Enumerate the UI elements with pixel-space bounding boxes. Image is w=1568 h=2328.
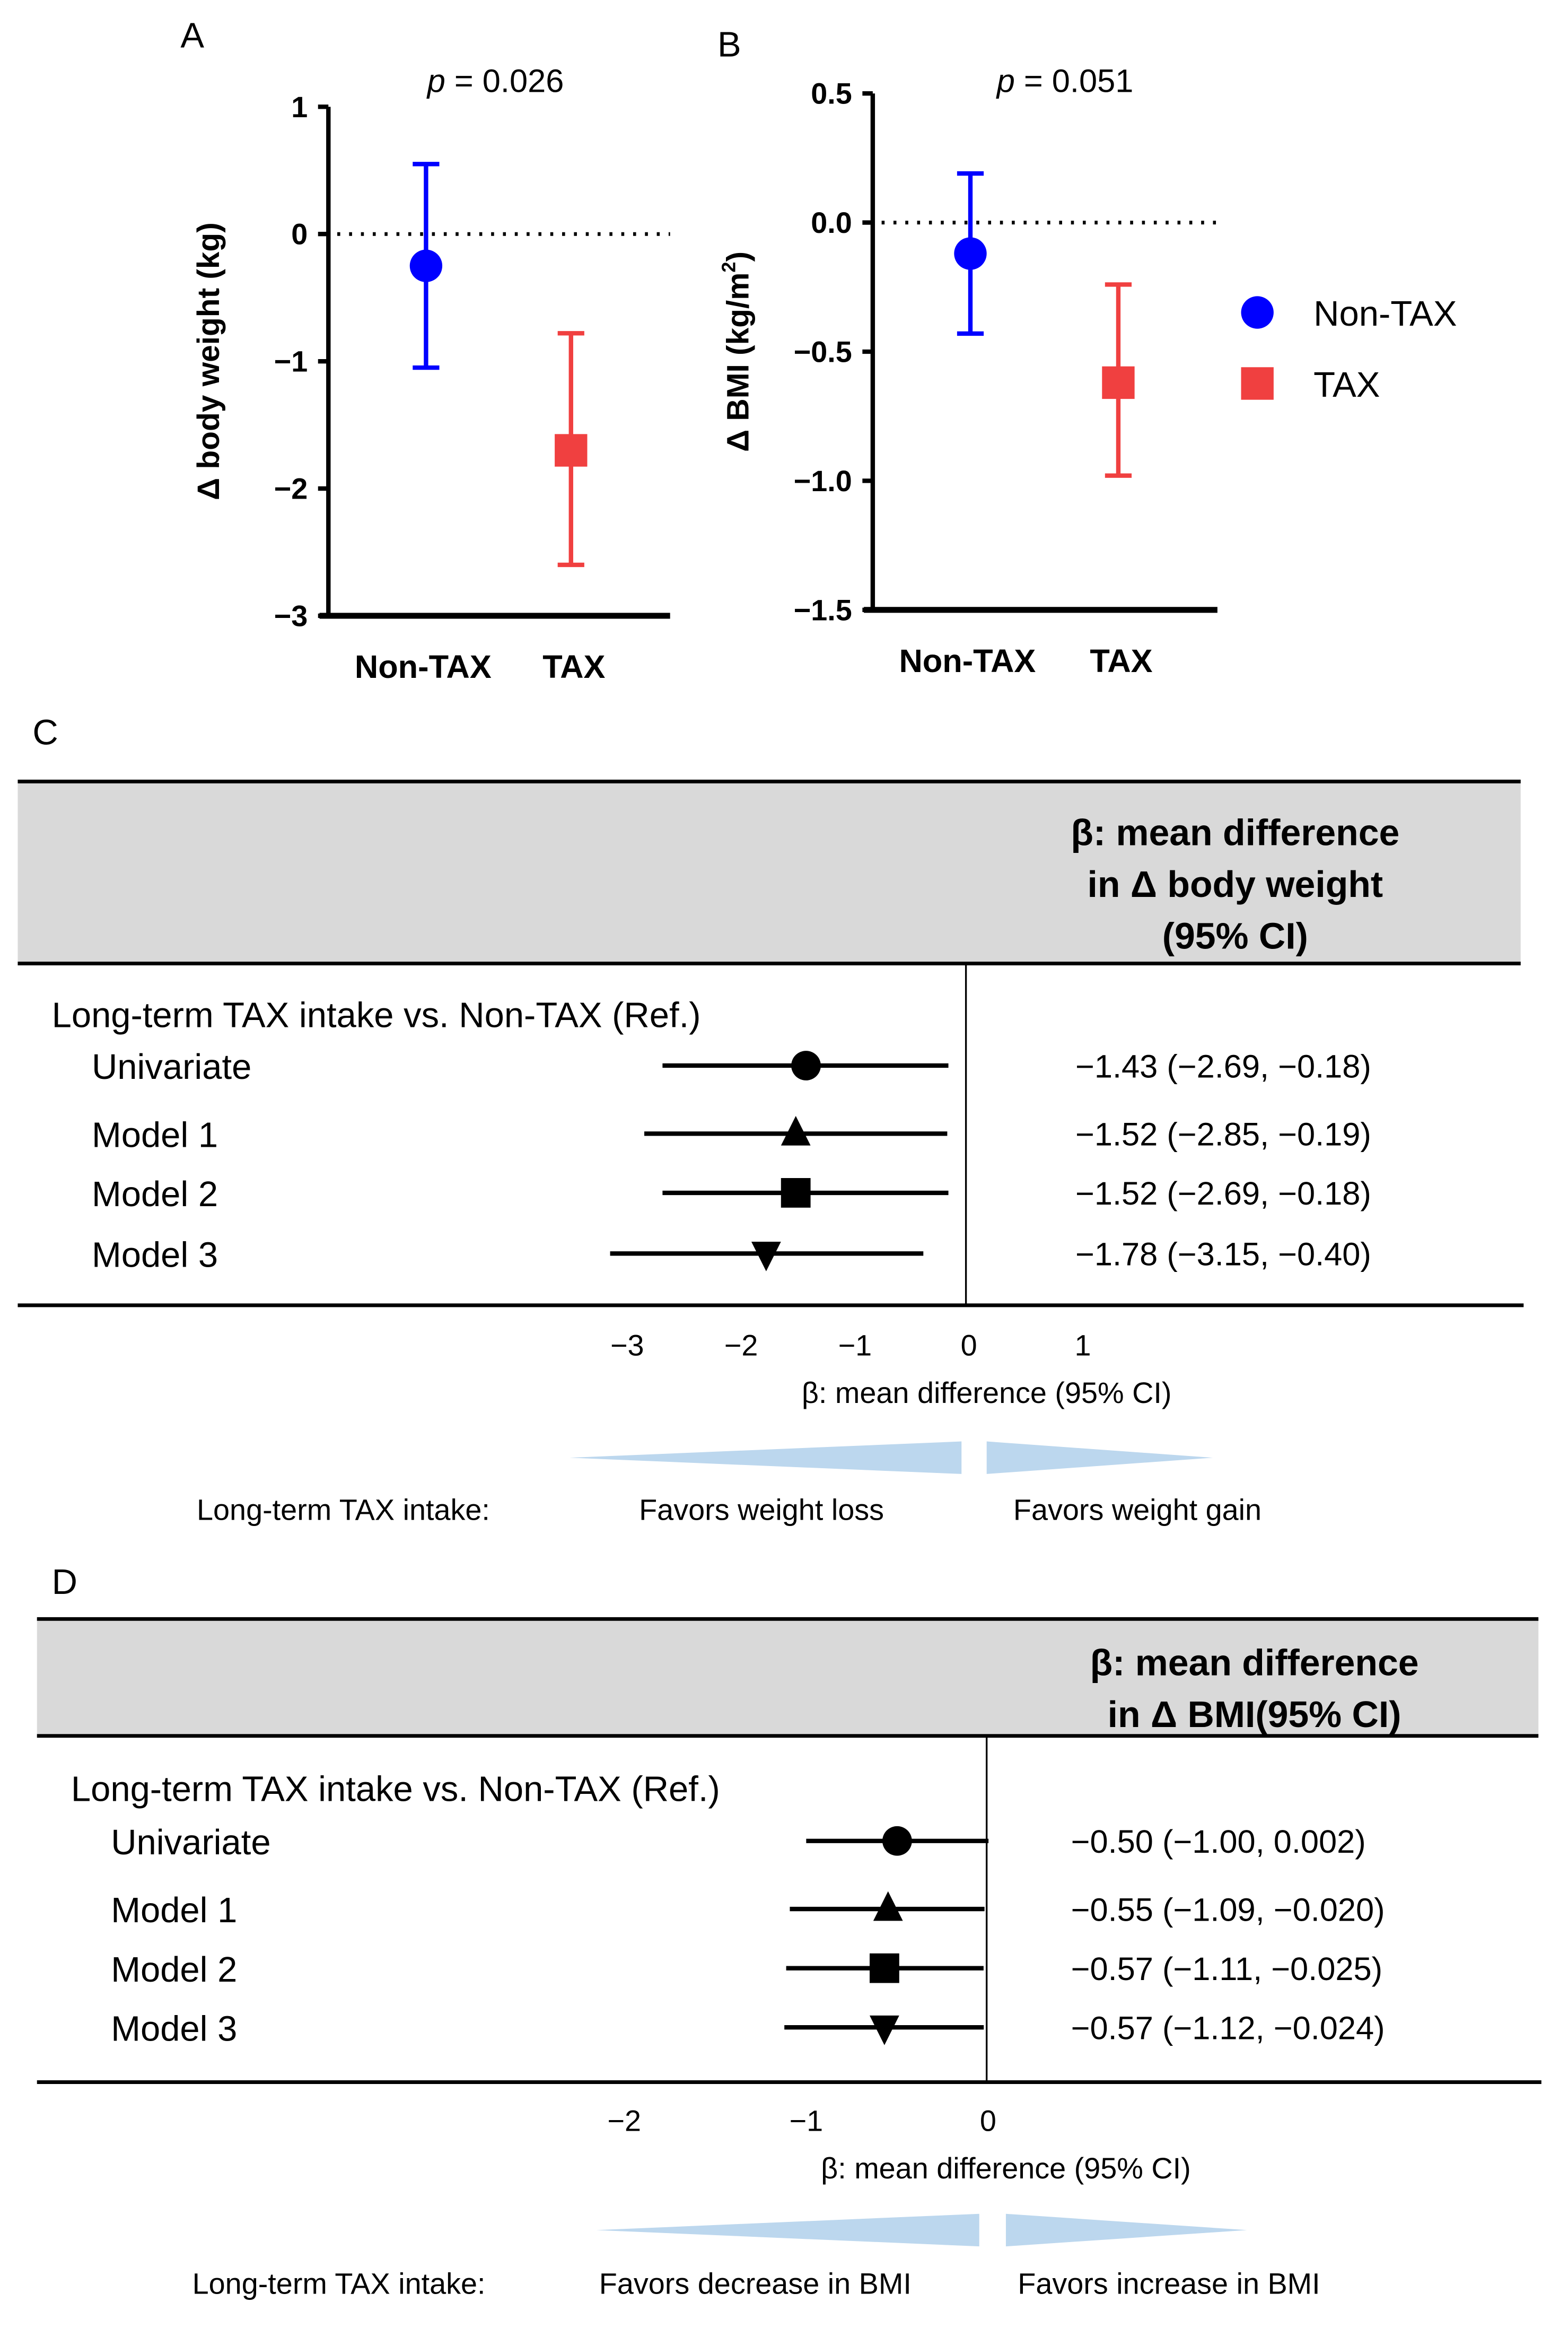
header-text: β: mean difference xyxy=(1090,1642,1419,1683)
y-axis-label-sup: 2 xyxy=(717,262,739,273)
favor-left-label: Favors weight loss xyxy=(639,1493,884,1526)
estimate-text: −1.52 (−2.69, −0.18) xyxy=(1075,1175,1371,1212)
point-estimate-square xyxy=(869,1953,899,1983)
y-tick-label: 0.5 xyxy=(811,77,852,110)
p-value: p = 0.026 xyxy=(426,63,564,99)
data-point-non-tax xyxy=(954,237,987,270)
header-text: in Δ BMI(95% CI) xyxy=(1108,1694,1401,1735)
panel-label-c: C xyxy=(32,713,58,753)
row-label: Model 3 xyxy=(111,2009,237,2048)
favor-right-label: Favors weight gain xyxy=(1013,1493,1262,1526)
point-estimate-triangle-up xyxy=(873,1891,903,1921)
estimate-text: −0.57 (−1.11, −0.025) xyxy=(1071,1951,1382,1987)
x-tick-label: 0 xyxy=(980,2104,996,2138)
panel-label-a: A xyxy=(180,16,204,56)
x-tick-label: −2 xyxy=(724,1329,758,1362)
estimate-text: −1.78 (−3.15, −0.40) xyxy=(1075,1236,1371,1273)
data-point-tax xyxy=(555,434,588,467)
favor-right-label: Favors increase in BMI xyxy=(1018,2266,1320,2300)
favor-prefix: Long-term TAX intake: xyxy=(192,2266,486,2300)
p-value-text: = 0.051 xyxy=(1015,63,1133,99)
y-tick-label: −1.0 xyxy=(794,464,852,498)
y-tick-label: −1 xyxy=(274,345,308,378)
row-label: Model 1 xyxy=(92,1115,218,1155)
x-axis-label: β: mean difference (95% CI) xyxy=(821,2151,1191,2185)
legend-label: Non-TAX xyxy=(1313,294,1457,334)
p-value-text: = 0.026 xyxy=(445,63,564,99)
x-tick-label: 0 xyxy=(961,1329,977,1362)
favor-right-arrow xyxy=(986,1441,1213,1474)
header-text: β: mean difference xyxy=(1071,812,1399,853)
y-axis-label-text: Δ body weight (kg) xyxy=(191,222,226,500)
x-tick-label: −1 xyxy=(790,2104,824,2138)
header-text: (95% CI) xyxy=(1162,915,1308,957)
header-text: in Δ body weight xyxy=(1088,864,1383,905)
data-point-non-tax xyxy=(409,249,443,282)
y-tick-label: −3 xyxy=(274,599,308,632)
x-tick-label: Non-TAX xyxy=(355,649,492,685)
legend-marker-non-tax xyxy=(1241,296,1274,329)
estimate-text: −0.57 (−1.12, −0.024) xyxy=(1071,2010,1385,2047)
favor-left-arrow xyxy=(570,1441,962,1474)
point-estimate-triangle-down xyxy=(751,1241,781,1271)
x-tick-label: −1 xyxy=(838,1329,872,1362)
row-label: Model 2 xyxy=(111,1950,237,1990)
y-tick-label: 1 xyxy=(291,90,308,124)
p-symbol: p xyxy=(426,63,445,99)
p-symbol: p xyxy=(996,63,1015,99)
y-tick-label: −2 xyxy=(274,472,308,505)
estimate-text: −0.55 (−1.09, −0.020) xyxy=(1071,1891,1385,1928)
point-estimate-triangle-down xyxy=(869,2015,899,2045)
row-label: Model 1 xyxy=(111,1890,237,1930)
legend-label: TAX xyxy=(1313,365,1380,405)
group-label: Long-term TAX intake vs. Non-TAX (Ref.) xyxy=(71,1769,720,1809)
x-tick-label: 1 xyxy=(1074,1329,1091,1362)
favor-left-label: Favors decrease in BMI xyxy=(599,2266,912,2300)
panel-label-b: B xyxy=(717,24,741,64)
estimate-text: −0.50 (−1.00, 0.002) xyxy=(1071,1824,1366,1860)
point-estimate-triangle-up xyxy=(781,1115,811,1146)
table-header xyxy=(37,1619,1539,1736)
row-label: Univariate xyxy=(92,1047,251,1087)
favor-right-arrow xyxy=(1005,2213,1247,2247)
point-estimate-square xyxy=(781,1178,811,1208)
row-label: Model 3 xyxy=(92,1235,218,1275)
y-tick-label: −0.5 xyxy=(794,335,852,369)
data-point-tax xyxy=(1102,366,1135,399)
favor-left-arrow xyxy=(596,2213,979,2247)
x-tick-label: TAX xyxy=(542,649,605,685)
favor-prefix: Long-term TAX intake: xyxy=(197,1493,490,1526)
p-value: p = 0.051 xyxy=(996,63,1134,99)
table-header xyxy=(17,781,1521,964)
x-tick-label: Non-TAX xyxy=(899,643,1036,679)
x-tick-label: −2 xyxy=(607,2104,641,2138)
x-axis-label: β: mean difference (95% CI) xyxy=(802,1376,1172,1409)
y-tick-label: 0 xyxy=(291,217,308,251)
y-tick-label: 0.0 xyxy=(811,206,852,239)
y-axis-label-end: ) xyxy=(721,251,756,262)
x-tick-label: TAX xyxy=(1090,643,1152,679)
point-estimate-circle xyxy=(882,1826,912,1856)
legend-marker-tax xyxy=(1241,367,1274,400)
panel-label-d: D xyxy=(52,1562,77,1602)
group-label: Long-term TAX intake vs. Non-TAX (Ref.) xyxy=(52,995,701,1035)
y-axis-label: Δ BMI (kg/m2) xyxy=(717,251,755,452)
y-tick-label: −1.5 xyxy=(794,593,852,626)
estimate-text: −1.52 (−2.85, −0.19) xyxy=(1075,1117,1371,1153)
y-axis-label-text: Δ BMI (kg/m xyxy=(721,273,756,452)
row-label: Model 2 xyxy=(92,1174,218,1214)
row-label: Univariate xyxy=(111,1823,270,1862)
estimate-text: −1.43 (−2.69, −0.18) xyxy=(1075,1048,1371,1085)
y-axis-label: Δ body weight (kg) xyxy=(191,222,226,500)
x-tick-label: −3 xyxy=(610,1329,644,1362)
point-estimate-circle xyxy=(791,1051,821,1080)
